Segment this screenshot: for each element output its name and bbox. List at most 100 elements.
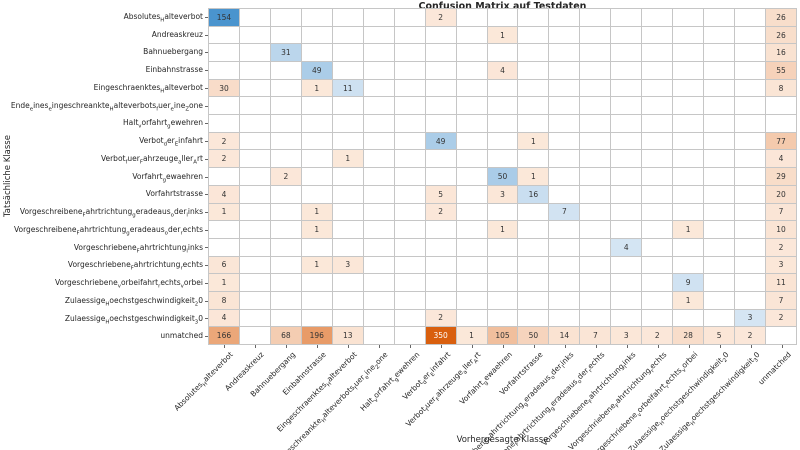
x-tick-mark (285, 345, 287, 348)
matrix-cell (611, 256, 643, 275)
matrix-cell (209, 44, 240, 63)
matrix-cell (518, 44, 550, 63)
matrix-cell (456, 185, 488, 204)
y-tick-mark (205, 70, 208, 72)
matrix-cell (239, 97, 271, 116)
matrix-cell (580, 291, 612, 310)
y-tick-mark (205, 158, 208, 160)
matrix-cell (735, 291, 767, 310)
matrix-cell: 55 (766, 62, 797, 80)
matrix-cell: 49 (301, 62, 333, 80)
matrix-cell: 11 (332, 79, 364, 98)
matrix-cell (363, 291, 395, 310)
matrix-cell: 28 (673, 327, 705, 345)
matrix-cell: 1 (301, 203, 333, 222)
matrix-cell: 14 (549, 327, 581, 345)
matrix-cell (363, 79, 395, 98)
matrix-cell (332, 221, 364, 239)
x-tick-label: unmatched (756, 350, 793, 387)
x-tick-mark (254, 345, 256, 348)
matrix-cell (394, 168, 426, 186)
matrix-cell (394, 79, 426, 98)
matrix-cell (301, 150, 333, 169)
y-tick-label: Bahnuebergang (143, 47, 203, 57)
matrix-cell (704, 97, 736, 116)
matrix-cell (332, 291, 364, 310)
y-tick-label: VorgeschriebeneFahrtrichtungrechts (67, 260, 203, 272)
matrix-cell (487, 97, 519, 116)
matrix-cell (487, 274, 519, 292)
matrix-cell (270, 185, 302, 204)
matrix-cell (735, 168, 767, 186)
matrix-cell: 20 (766, 185, 797, 204)
matrix-cell: 154 (209, 9, 240, 27)
chart-title: Confusion Matrix auf Testdaten (418, 1, 587, 12)
matrix-cell (363, 256, 395, 275)
matrix-cell (425, 44, 457, 63)
matrix-cell (456, 132, 488, 151)
matrix-cell (704, 185, 736, 204)
y-tick-label: VerbotfuerFahrzeugeallerArt (100, 153, 203, 166)
matrix-cell (549, 221, 581, 239)
matrix-cell (363, 221, 395, 239)
matrix-cell (456, 44, 488, 63)
matrix-cell (549, 26, 581, 45)
matrix-cell: 5 (704, 327, 736, 345)
matrix-cell (209, 115, 240, 133)
matrix-cell: 2 (766, 238, 797, 257)
y-tick-label: Vorgeschriebenevorbeifahrtrechtsvorbei (54, 278, 203, 290)
matrix-cell: 3 (766, 256, 797, 275)
matrix-cell (704, 238, 736, 257)
matrix-cell (518, 203, 550, 222)
matrix-cell (673, 203, 705, 222)
matrix-cell (580, 256, 612, 275)
matrix-cell (580, 238, 612, 257)
matrix-cell: 1 (209, 203, 240, 222)
matrix-cell (456, 62, 488, 80)
matrix-cell (394, 132, 426, 151)
matrix-cell (580, 97, 612, 116)
matrix-cell (270, 203, 302, 222)
matrix-cell (704, 150, 736, 169)
matrix-cell (270, 256, 302, 275)
matrix-cell: 1 (301, 221, 333, 239)
matrix-cell (332, 26, 364, 45)
matrix-cell (301, 291, 333, 310)
matrix-cell: 7 (766, 291, 797, 310)
matrix-cell (301, 44, 333, 63)
matrix-cell: 2 (766, 309, 797, 328)
matrix-cell (270, 238, 302, 257)
matrix-cell (642, 9, 674, 27)
matrix-cell (518, 274, 550, 292)
matrix-cell (642, 291, 674, 310)
matrix-cell (673, 309, 705, 328)
matrix-cell: 1 (301, 256, 333, 275)
matrix-cell (611, 221, 643, 239)
matrix-cell (549, 132, 581, 151)
matrix-cell (518, 62, 550, 80)
matrix-cell: 26 (766, 9, 797, 27)
matrix-cell (301, 26, 333, 45)
matrix-cell (642, 203, 674, 222)
y-tick-label: VorgeschriebeneFahrtrichtunglinks (73, 242, 203, 255)
matrix-cell (239, 309, 271, 328)
matrix-cell (704, 203, 736, 222)
matrix-cell (394, 115, 426, 133)
matrix-cell (301, 309, 333, 328)
matrix-cell: 16 (766, 44, 797, 63)
matrix-cell (239, 44, 271, 63)
y-tick-label: unmatched (160, 331, 203, 341)
x-axis-title: Vorhergesagte Klasse (456, 435, 549, 445)
y-tick-label: Haltvorfahrtgewehren (123, 118, 203, 130)
matrix-cell (425, 115, 457, 133)
matrix-cell (642, 26, 674, 45)
matrix-cell (611, 62, 643, 80)
matrix-cell (704, 274, 736, 292)
matrix-cell (363, 115, 395, 133)
y-tick-label: ZulaessigeHoechstgeschwindigkeit20 (64, 295, 203, 308)
matrix-cell: 8 (766, 79, 797, 98)
matrix-cell: 11 (766, 274, 797, 292)
matrix-cell (549, 309, 581, 328)
matrix-cell: 1 (209, 274, 240, 292)
matrix-cell (673, 26, 705, 45)
